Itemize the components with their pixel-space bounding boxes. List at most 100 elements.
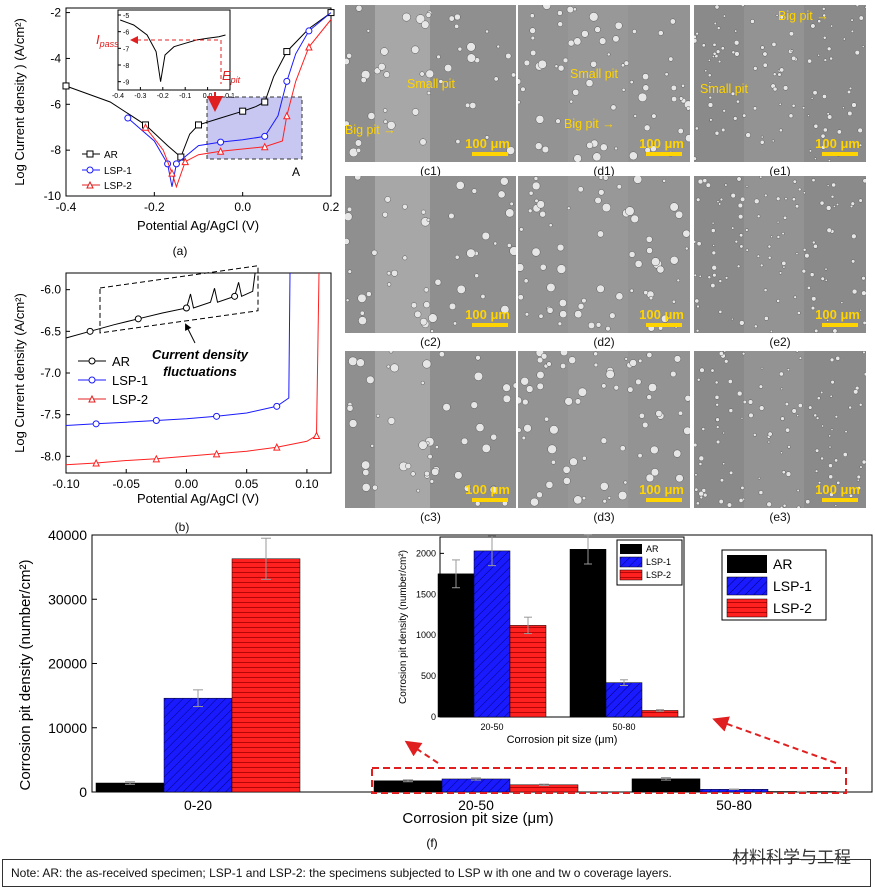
- inset-chart: -0.4 -0.3 -0.2 -0.1 0.0 0.1 -5 -6 -7 -8 -9: [112, 9, 235, 100]
- watermark: 材料科学与工程: [732, 848, 851, 867]
- sem-image-c1: 100 μm: [345, 5, 516, 162]
- y-tick-label: 20000: [48, 656, 87, 672]
- data-point: [62, 82, 70, 90]
- caption-c3: (c3): [420, 510, 441, 524]
- data-point: [231, 292, 239, 300]
- data-point: [312, 431, 321, 439]
- data-point: [134, 315, 142, 323]
- sem-image-d1: 100 μm: [518, 5, 690, 162]
- bar-lsp-1-0-20: [163, 697, 233, 793]
- inset-y-tick-label: 1500: [416, 589, 436, 599]
- legend: AR LSP-1 LSP-2: [82, 150, 132, 192]
- scale-bar: [822, 152, 858, 156]
- x-tick-label: 50-80: [716, 797, 752, 813]
- caption-a: (a): [173, 244, 188, 258]
- x-axis-label: Potential Ag/AgCl (V): [137, 491, 259, 506]
- inset-y-tick-label: 1000: [416, 630, 436, 640]
- x-tick-label: -0.4: [56, 200, 77, 214]
- x-tick-label: 0-20: [184, 797, 212, 813]
- data-point: [181, 157, 190, 166]
- legend-lsp1: LSP-1: [773, 578, 812, 594]
- data-point: [92, 420, 100, 428]
- caption-e3: (e3): [769, 510, 791, 524]
- inset-y-tick-label: -5: [123, 13, 129, 20]
- inset-y-tick-label: -8: [123, 63, 129, 70]
- inset-x-tick-label: -0.3: [134, 93, 146, 100]
- caption-c2: (c2): [420, 335, 441, 349]
- scale-bar: [822, 323, 858, 327]
- data-point: [213, 412, 221, 420]
- caption-e1: (e1): [769, 164, 791, 178]
- axis-ticks: -0.10 -0.05 0.00 0.05 0.10 -6.0 -6.5 -7.0 -7.5 -8…: [40, 283, 319, 491]
- x-tick-label: 0.05: [235, 477, 259, 491]
- legend-ar: AR: [112, 354, 130, 369]
- data-point: [152, 454, 161, 463]
- scale-bar: [472, 498, 508, 502]
- note-box: Note: AR: the as-received specimen; LSP-…: [2, 859, 871, 887]
- caption-b: (b): [174, 520, 190, 534]
- data-point: [216, 147, 225, 155]
- big-pit-label: Big pit →: [564, 117, 615, 131]
- data-point: [168, 168, 176, 177]
- plot-frame: [65, 7, 332, 197]
- legend: AR LSP-1 LSP-2: [78, 354, 148, 407]
- caption-f: (f): [426, 836, 437, 850]
- legend-lsp2: LSP-2: [104, 181, 132, 192]
- scale-label: 100 μm: [815, 482, 860, 497]
- y-tick-label: -8.0: [40, 449, 61, 463]
- legend-lsp2: LSP-2: [773, 600, 812, 616]
- inset-bar-ar-20-50: [437, 573, 475, 718]
- caption-c1: (c1): [420, 164, 441, 178]
- x-tick-label: 0.00: [175, 477, 199, 491]
- sem-image-c3: 100 μm: [345, 351, 516, 508]
- inset-x-tick-label: 20-50: [480, 722, 503, 732]
- inset-bar-lsp-1-50-80: [605, 682, 643, 718]
- y-axis-label: Log Current density (A/cm²): [12, 293, 27, 453]
- data-point: [327, 9, 335, 17]
- scale-label: 100 μm: [639, 307, 684, 322]
- caption-d1: (d1): [593, 164, 615, 178]
- pit-density-chart: 0 10000 20000 30000 40000 0-20 20-50 50-80 0 500…: [17, 527, 873, 850]
- y-tick-label: 40000: [48, 527, 87, 543]
- y-tick-label: -2: [50, 6, 61, 20]
- data-point: [152, 417, 160, 424]
- data-point: [182, 304, 190, 312]
- caption-d2: (d2): [593, 335, 615, 349]
- legend-ar: AR: [104, 150, 118, 161]
- series-line-ar: [65, 12, 332, 158]
- y-tick-label: 0: [79, 784, 87, 800]
- x-tick-label: -0.05: [113, 477, 141, 491]
- series-line-ar: [65, 272, 256, 339]
- scale-label: 100 μm: [815, 136, 860, 151]
- caption-d3: (d3): [593, 510, 615, 524]
- scale-bar: [646, 498, 682, 502]
- big-pit-label: Big pit →: [345, 123, 396, 137]
- bar-lsp-2-0-20: [231, 558, 301, 793]
- inset-chart: 0 500 1000 1500 2000 20-50 50-80 AR LSP-1 LSP-…: [398, 534, 685, 746]
- data-point: [212, 449, 221, 458]
- polarization-chart-b: -0.10 -0.05 0.00 0.05 0.10 -6.0 -6.5 -7.0 -7.5 -8…: [12, 265, 332, 506]
- data-point: [305, 42, 313, 51]
- legend-ar: AR: [773, 556, 792, 572]
- inset-legend-lsp1: LSP-1: [646, 557, 671, 567]
- data-point: [141, 123, 150, 131]
- scale-label: 100 μm: [465, 482, 510, 497]
- data-point: [261, 132, 269, 140]
- x-tick-label: 0.2: [323, 200, 340, 214]
- y-tick-label: 30000: [48, 591, 87, 607]
- inset-x-tick-label: 0.1: [225, 93, 235, 100]
- data-point: [305, 27, 313, 35]
- sem-image-e2: 100 μm: [694, 176, 866, 333]
- series-lines: [65, 272, 321, 467]
- caption-e2: (e2): [769, 335, 791, 349]
- scale-label: 100 μm: [465, 136, 510, 151]
- big-pit-label: Big pit →: [778, 9, 829, 23]
- y-tick-label: -7.5: [40, 408, 61, 422]
- sem-image-c2: 100 μm: [345, 176, 516, 333]
- inset-y-tick-label: -7: [123, 46, 129, 53]
- scale-bar: [646, 323, 682, 327]
- annotation-line2: fluctuations: [163, 364, 237, 379]
- region-label: A: [292, 165, 300, 179]
- scale-label: 100 μm: [815, 307, 860, 322]
- inset-legend: AR LSP-1 LSP-2: [616, 539, 683, 586]
